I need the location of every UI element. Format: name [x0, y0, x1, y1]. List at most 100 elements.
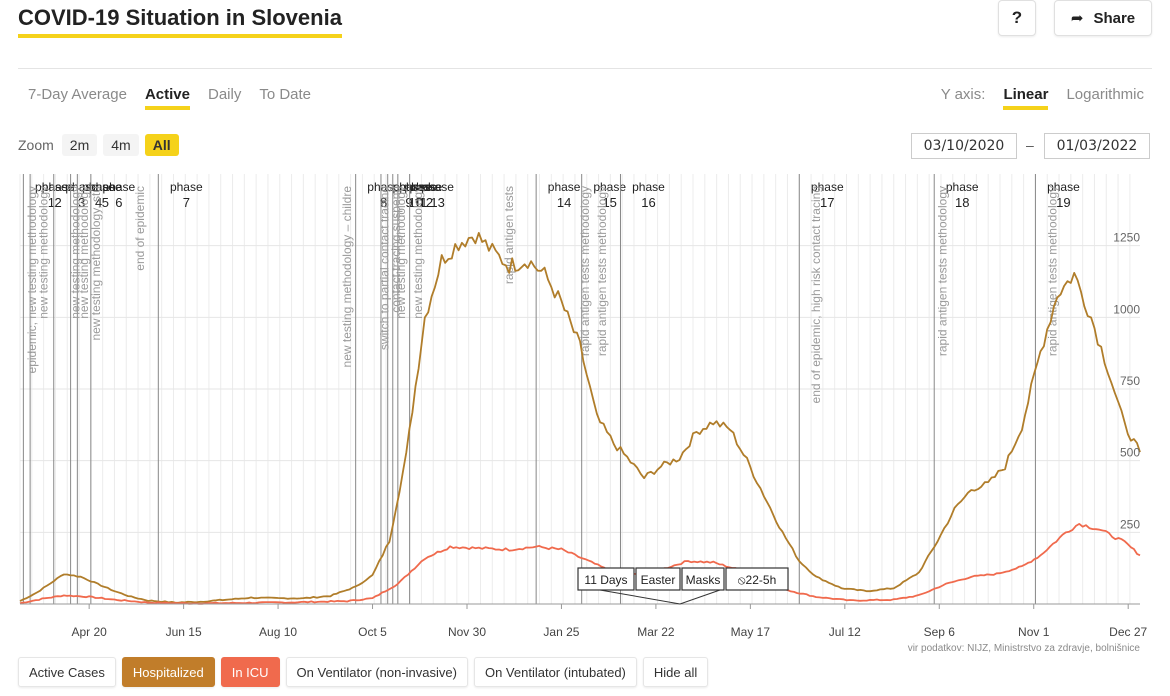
phase-label: phase — [632, 180, 665, 194]
phase-label: phase — [399, 180, 432, 194]
annotation-label: rapid antigen tests methodology — [1045, 186, 1059, 356]
phase-number: 18 — [955, 195, 969, 210]
legend-hide-all[interactable]: Hide all — [642, 657, 709, 687]
data-source: vir podatkov: NIJZ, Ministrstvo za zdrav… — [907, 643, 1140, 654]
annotation-label: rapid antigen tests methodology — [595, 186, 609, 356]
series-lines — [19, 232, 1141, 605]
annotation-label: switch to partial contact tracing — [377, 186, 391, 350]
phase-number: 19 — [1056, 195, 1070, 210]
phase-number: 1 — [48, 195, 55, 210]
x-tick-label: Aug 10 — [259, 625, 297, 639]
phase-label: phase — [409, 180, 442, 194]
date-from-input[interactable]: 03/10/2020 — [911, 133, 1017, 159]
phase-label: phase — [65, 180, 98, 194]
y-tick-label: 1000 — [1113, 302, 1140, 316]
legend-hospitalized[interactable]: Hospitalized — [121, 657, 215, 687]
zoom-4m-button[interactable]: 4m — [103, 134, 139, 156]
legend-ventilator-non-invasive[interactable]: On Ventilator (non-invasive) — [285, 657, 468, 687]
zoom-2m-button[interactable]: 2m — [61, 134, 98, 156]
annotation-label: end of epidemic — [133, 186, 147, 271]
phase-number: 7 — [183, 195, 190, 210]
phase-number: 8 — [380, 195, 387, 210]
phase-markers: phase1phase2phase3phase4phase5phase6phas… — [22, 174, 1080, 604]
date-to-input[interactable]: 01/03/2022 — [1044, 133, 1150, 159]
y-axis-logarithmic[interactable]: Logarithmic — [1066, 86, 1144, 103]
phase-label: phase — [404, 180, 437, 194]
x-tick-label: Oct 5 — [358, 625, 387, 639]
share-button[interactable]: ➦ Share — [1054, 0, 1152, 36]
annotation-label: new testing methodology — [77, 186, 91, 319]
x-tick-label: Nov 30 — [448, 625, 486, 639]
zoom-all-button[interactable]: All — [144, 134, 179, 156]
phase-number: 16 — [641, 195, 655, 210]
phase-label: phase — [421, 180, 454, 194]
x-tick-label: Dec 27 — [1109, 625, 1147, 639]
y-tick-label: 250 — [1120, 517, 1140, 531]
phase-label: phase — [393, 180, 426, 194]
legend-ventilator-intubated[interactable]: On Ventilator (intubated) — [473, 657, 637, 687]
covid-chart: phase1phase2phase3phase4phase5phase6phas… — [19, 174, 1148, 639]
callout-label[interactable]: ⦸22-5h — [738, 573, 777, 587]
x-tick-label: Apr 20 — [71, 625, 107, 639]
zoom-controls: Zoom 2m 4m All — [18, 134, 179, 156]
annotation-label: epidemic, new testing methodology — [25, 186, 39, 373]
annotation-label: new testing methodology — [37, 186, 51, 319]
y-tick-label: 500 — [1120, 446, 1140, 460]
header-divider — [18, 68, 1152, 69]
phase-number: 17 — [820, 195, 834, 210]
phase-label: phase — [548, 180, 581, 194]
phase-label: phase — [42, 180, 75, 194]
callout-box[interactable] — [635, 567, 681, 591]
phase-number: 11 — [414, 195, 428, 210]
zoom-label: Zoom — [18, 137, 54, 153]
phase-number: 10 — [408, 195, 422, 210]
phase-number: 15 — [602, 195, 616, 210]
phase-label: phase — [89, 180, 122, 194]
axis-labels: 250 500 750 1000 1250 Apr 20 Jun 15 Aug 10 Oct 5… — [20, 231, 1148, 639]
x-tick-label: May 17 — [731, 625, 771, 639]
y-tick-label: 1250 — [1113, 231, 1140, 245]
series-line-hospitalized — [19, 232, 1141, 604]
y-axis-linear[interactable]: Linear — [1003, 86, 1049, 110]
annotation-label: new testing methodology — [69, 186, 83, 319]
phase-label: phase — [593, 180, 626, 194]
annotation-label: rapid antigen tests methodology — [936, 186, 950, 356]
tab-to-date[interactable]: To Date — [259, 86, 312, 103]
annotation-label: new testing methodology – childre — [340, 186, 354, 368]
phase-label: phase — [170, 180, 203, 194]
y-tick-label: 750 — [1120, 374, 1140, 388]
tab-daily[interactable]: Daily — [207, 86, 242, 103]
annotation-label: contact tracing suspend — [389, 186, 403, 313]
phase-label: phase — [811, 180, 844, 194]
annotation-label: new testing methodology — [411, 186, 425, 319]
phase-label: phase — [35, 180, 68, 194]
phase-number: 6 — [115, 195, 122, 210]
callout-label[interactable]: 11 Days — [584, 573, 627, 587]
help-button[interactable]: ? — [998, 0, 1036, 36]
phase-number: 5 — [102, 195, 109, 210]
tab-7-day-average[interactable]: 7-Day Average — [28, 86, 127, 103]
x-tick-label: Jun 15 — [166, 625, 202, 639]
event-callouts[interactable]: 11 Days Easter Masks ⦸22-5h — [577, 567, 789, 605]
phase-number: 3 — [78, 195, 85, 210]
grid-lines — [19, 174, 1140, 604]
tab-active[interactable]: Active — [144, 86, 190, 110]
callout-box[interactable] — [725, 567, 789, 591]
annotation-label: new testing methodology, stu — [89, 186, 103, 341]
page-title: COVID-19 Situation in Slovenia — [18, 4, 342, 38]
series-line-in-icu — [19, 523, 1141, 605]
callout-box[interactable] — [577, 567, 635, 591]
callout-label[interactable]: Easter — [641, 573, 676, 587]
legend-active-cases[interactable]: Active Cases — [18, 657, 116, 687]
x-tick-label: Mar 22 — [637, 625, 675, 639]
phase-number: 12 — [419, 195, 433, 210]
x-tick-label: Jan 25 — [543, 625, 579, 639]
annotation-label: rapid antigen tests methodology — [578, 186, 592, 356]
legend-in-icu[interactable]: In ICU — [220, 657, 280, 687]
callout-box[interactable] — [681, 567, 725, 591]
phase-number: 4 — [95, 195, 102, 210]
phase-number: 9 — [405, 195, 412, 210]
phase-label: phase — [946, 180, 979, 194]
callout-label[interactable]: Masks — [686, 573, 721, 587]
